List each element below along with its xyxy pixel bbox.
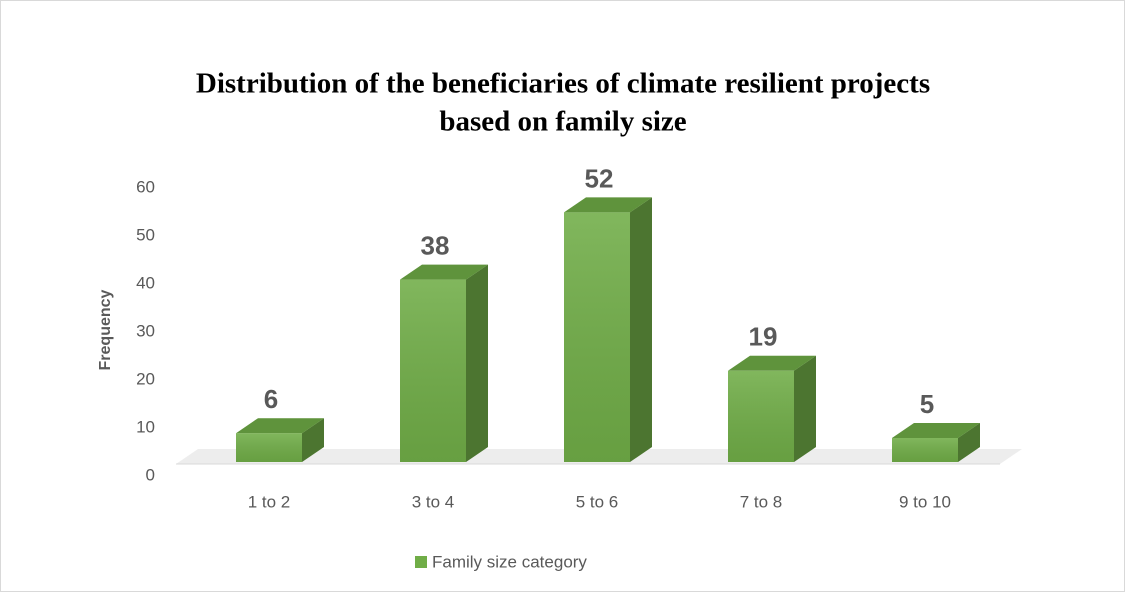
data-label: 5	[920, 389, 934, 419]
y-tick-label: 20	[136, 369, 155, 388]
bar-gloss	[236, 433, 302, 462]
y-tick-label: 50	[136, 225, 155, 244]
bar-top	[892, 423, 980, 438]
legend-label: Family size category	[432, 552, 587, 571]
bar-side-shade	[466, 264, 488, 462]
y-tick-label: 60	[136, 177, 155, 196]
bar-side	[302, 418, 324, 462]
y-tick-label: 30	[136, 321, 155, 340]
bar-top	[400, 264, 488, 280]
bar-top-shade	[892, 423, 980, 438]
bar-gloss	[564, 212, 630, 462]
bar-top-shade	[400, 264, 488, 280]
bar-side-shade	[794, 355, 816, 462]
bar-top-shade	[728, 355, 816, 371]
bar-side	[958, 423, 980, 462]
x-tick-label: 5 to 6	[576, 492, 619, 511]
bar-gloss	[400, 279, 466, 462]
chart-subtitle: based on family size	[439, 106, 686, 138]
bar-side-shade	[302, 418, 324, 462]
data-label: 38	[421, 230, 450, 260]
bar-top	[564, 197, 652, 213]
y-tick-label: 10	[136, 417, 155, 436]
data-label: 19	[749, 322, 778, 352]
data-label: 52	[585, 163, 614, 193]
bar-top	[236, 418, 324, 434]
x-tick-label: 1 to 2	[248, 492, 291, 511]
bar-side	[794, 355, 816, 462]
bar-side-shade	[630, 197, 652, 462]
bar-side	[630, 197, 652, 462]
x-tick-label: 9 to 10	[899, 492, 951, 511]
bar-side-shade	[958, 423, 980, 462]
legend-swatch	[415, 556, 427, 568]
x-tick-label: 3 to 4	[412, 492, 455, 511]
y-tick-label: 40	[136, 273, 155, 292]
chart-title: Distribution of the beneficiaries of cli…	[196, 68, 930, 100]
bar-side	[466, 264, 488, 462]
bar-gloss	[728, 370, 794, 462]
x-tick-label: 7 to 8	[740, 492, 783, 511]
bar-top-shade	[236, 418, 324, 434]
y-tick-label: 0	[146, 465, 155, 484]
bar-gloss	[892, 438, 958, 462]
y-axis-label: Frequency	[97, 289, 114, 370]
bar-top	[728, 355, 816, 371]
bar-top-shade	[564, 197, 652, 213]
data-label: 6	[264, 384, 278, 414]
